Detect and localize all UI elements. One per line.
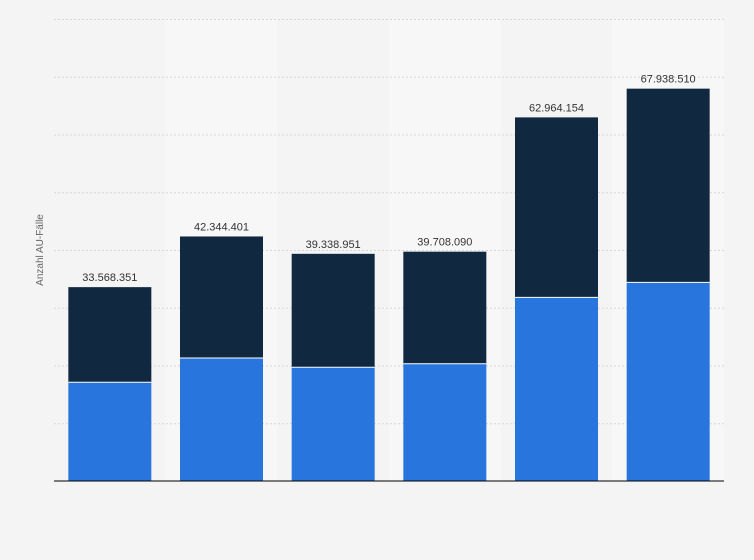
bar-segment-2[interactable]	[403, 251, 487, 364]
bar-segment-1[interactable]	[291, 367, 375, 481]
bar-segment-2[interactable]	[180, 236, 263, 358]
total-label: 39.338.951	[306, 239, 361, 251]
bar-segment-1[interactable]	[180, 357, 263, 481]
y-axis-title: Anzahl AU-Fälle	[35, 214, 46, 286]
bars	[68, 88, 710, 481]
bar-segment-2[interactable]	[515, 117, 598, 298]
total-label: 67.938.510	[641, 74, 696, 86]
total-label: 62.964.154	[529, 102, 584, 114]
total-labels: 33.568.351 42.344.401 39.338.951 39.708.090…	[82, 74, 695, 284]
total-label: 33.568.351	[82, 272, 137, 284]
bar-segment-1[interactable]	[403, 363, 487, 481]
bar-segment-2[interactable]	[68, 287, 152, 383]
total-label: 42.344.401	[194, 221, 249, 233]
bar-segment-2[interactable]	[291, 253, 375, 368]
bar-segment-1[interactable]	[515, 297, 598, 481]
total-label: 39.708.090	[417, 237, 472, 249]
bar-segment-2[interactable]	[626, 88, 710, 283]
bar-segment-1[interactable]	[68, 382, 152, 481]
bar-segment-1[interactable]	[626, 282, 710, 481]
